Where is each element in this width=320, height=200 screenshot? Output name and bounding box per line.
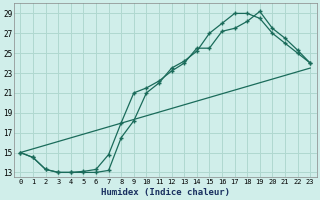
X-axis label: Humidex (Indice chaleur): Humidex (Indice chaleur) [101, 188, 230, 197]
